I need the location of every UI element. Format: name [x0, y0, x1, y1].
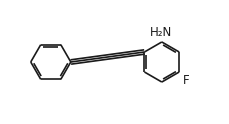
Text: F: F: [182, 74, 189, 87]
Text: H₂N: H₂N: [149, 26, 171, 39]
